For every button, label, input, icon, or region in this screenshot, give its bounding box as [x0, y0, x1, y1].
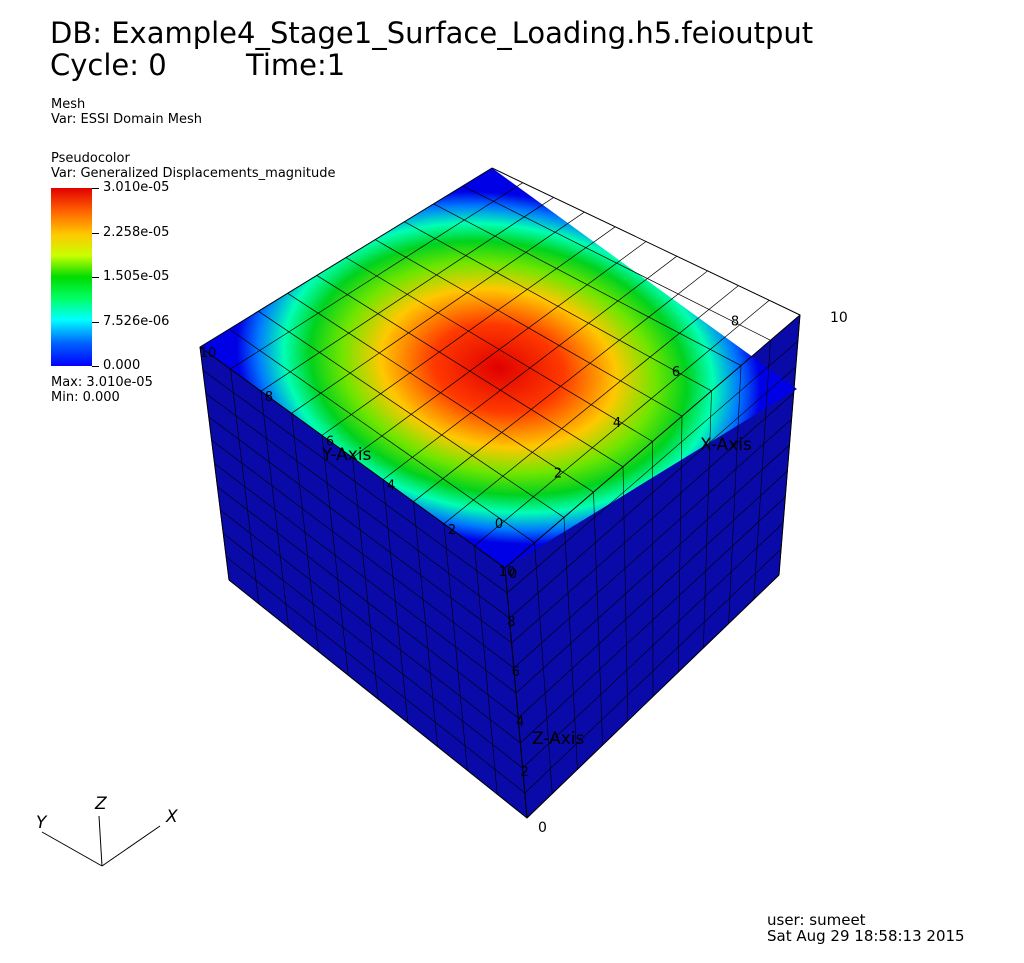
cycle-time-line: Cycle: 0 Time:1: [50, 48, 345, 82]
top-grid-line: [474, 300, 770, 547]
y-axis-tick: 0: [509, 567, 517, 582]
right-grid-line: [524, 548, 782, 794]
cube-edge: [778, 314, 801, 576]
database-title: DB: Example4_Stage1_Surface_Loading.h5.f…: [50, 16, 814, 50]
cube-edge: [199, 346, 230, 581]
footer-timestamp: Sat Aug 29 18:58:13 2015: [767, 927, 965, 945]
top-grid-line: [404, 221, 712, 392]
right-grid-line: [728, 365, 742, 624]
top-grid-line: [433, 203, 742, 366]
z-axis-tick: 10: [499, 565, 516, 580]
x-axis-tick: 8: [731, 315, 739, 330]
cycle-label: Cycle: 0: [50, 48, 167, 82]
y-axis-tick: 4: [387, 479, 395, 494]
left-grid-line: [413, 501, 438, 747]
left-grid-line: [217, 486, 519, 719]
legend-range: Max: 3.010e-05 Min: 0.000: [51, 375, 153, 405]
right-grid-line: [522, 522, 784, 769]
legend-tick-label: 0.000: [103, 358, 141, 373]
pseudocolor-plot-legend: Pseudocolor Var: Generalized Displacemen…: [51, 151, 336, 181]
y-axis-tick: 10: [200, 346, 217, 361]
right-grid-line: [520, 496, 786, 744]
left-grid-line: [214, 463, 517, 694]
z-axis-tick: 0: [538, 820, 547, 836]
top-face-pseudocolor: [200, 168, 797, 568]
z-axis-tick: 2: [520, 765, 528, 780]
axis-annotations: 0 2 4 6 8 10 X-Axis 0 2 4 6 8 10 Y-Axis 0 2 4 6 8 10 Z-Axis: [200, 310, 848, 836]
cube-mesh[interactable]: [199, 167, 801, 819]
x-axis-tick: 2: [554, 466, 562, 481]
cube-edge: [504, 567, 528, 819]
legend-min: Min: 0.000: [51, 390, 120, 405]
left-grid-line: [474, 545, 498, 795]
triad-z-label: Z: [94, 794, 107, 814]
triad-y-label: Y: [36, 813, 48, 833]
top-grid-line: [443, 285, 739, 525]
top-grid-line: [413, 270, 708, 502]
right-grid-line: [517, 470, 788, 719]
right-grid-line: [515, 444, 790, 694]
cube-edge: [228, 579, 528, 819]
left-grid-line: [223, 533, 523, 769]
x-axis-tick: 4: [613, 416, 621, 431]
x-axis-title: X-Axis: [700, 435, 752, 455]
color-legend-bar: [51, 188, 92, 366]
left-grid-line: [220, 509, 521, 744]
footer-user: user: sumeet: [767, 911, 866, 929]
cube-edge: [526, 574, 780, 819]
footer-info: user: sumeet Sat Aug 29 18:58:13 2015: [767, 912, 965, 944]
z-axis-title: Z-Axis: [532, 729, 585, 749]
right-grid-line: [677, 416, 683, 673]
top-grid-line: [382, 255, 678, 480]
legend-tick-mark: [92, 366, 99, 367]
z-axis-tick: 6: [512, 665, 520, 680]
x-axis-tick: 6: [672, 365, 680, 380]
z-axis-tick: 4: [516, 715, 524, 730]
pseudocolor-plot-var: Var: Generalized Displacements_magnitude: [51, 166, 336, 181]
left-grid-line: [382, 479, 409, 723]
mesh-plot-legend: Mesh Var: ESSI Domain Mesh: [51, 97, 202, 127]
triad-x-label: X: [165, 807, 178, 827]
y-axis-title: Y-Axis: [321, 445, 372, 465]
top-grid-line: [352, 241, 647, 458]
right-grid-line: [753, 340, 771, 600]
legend-tick-label: 7.526e-06: [103, 313, 170, 329]
left-grid-line: [443, 523, 468, 771]
cube-edge: [199, 346, 506, 569]
cube-edge: [504, 314, 801, 569]
y-axis-tick: 2: [448, 523, 456, 538]
legend-tick-mark: [92, 277, 99, 278]
mesh-plot-title: Mesh: [51, 97, 86, 112]
y-axis-tick: 6: [326, 434, 334, 449]
left-grid-line: [225, 556, 525, 794]
x-axis-tick: 0: [495, 517, 503, 532]
legend-tick-mark: [92, 232, 99, 234]
x-axis-tick: 10: [830, 310, 848, 326]
y-axis-tick: 8: [265, 390, 273, 405]
mesh-plot-var: Var: ESSI Domain Mesh: [51, 112, 202, 127]
legend-max: Max: 3.010e-05: [51, 375, 153, 390]
time-label: Time:1: [246, 48, 346, 82]
top-grid-line: [375, 239, 683, 417]
pseudocolor-plot-title: Pseudocolor: [51, 151, 130, 166]
top-grid-line: [462, 185, 771, 341]
right-grid-line: [703, 390, 712, 648]
legend-tick-mark: [92, 188, 99, 189]
legend-tick-mark: [92, 321, 99, 323]
cube-edge: [491, 167, 801, 316]
cube-edge: [199, 167, 493, 348]
legend-tick-label: 3.010e-05: [103, 180, 170, 195]
z-axis-tick: 8: [507, 615, 515, 630]
legend-tick-label: 1.505e-05: [103, 269, 170, 284]
legend-tick-label: 2.258e-05: [103, 224, 170, 240]
cube-top-face: [200, 168, 797, 568]
